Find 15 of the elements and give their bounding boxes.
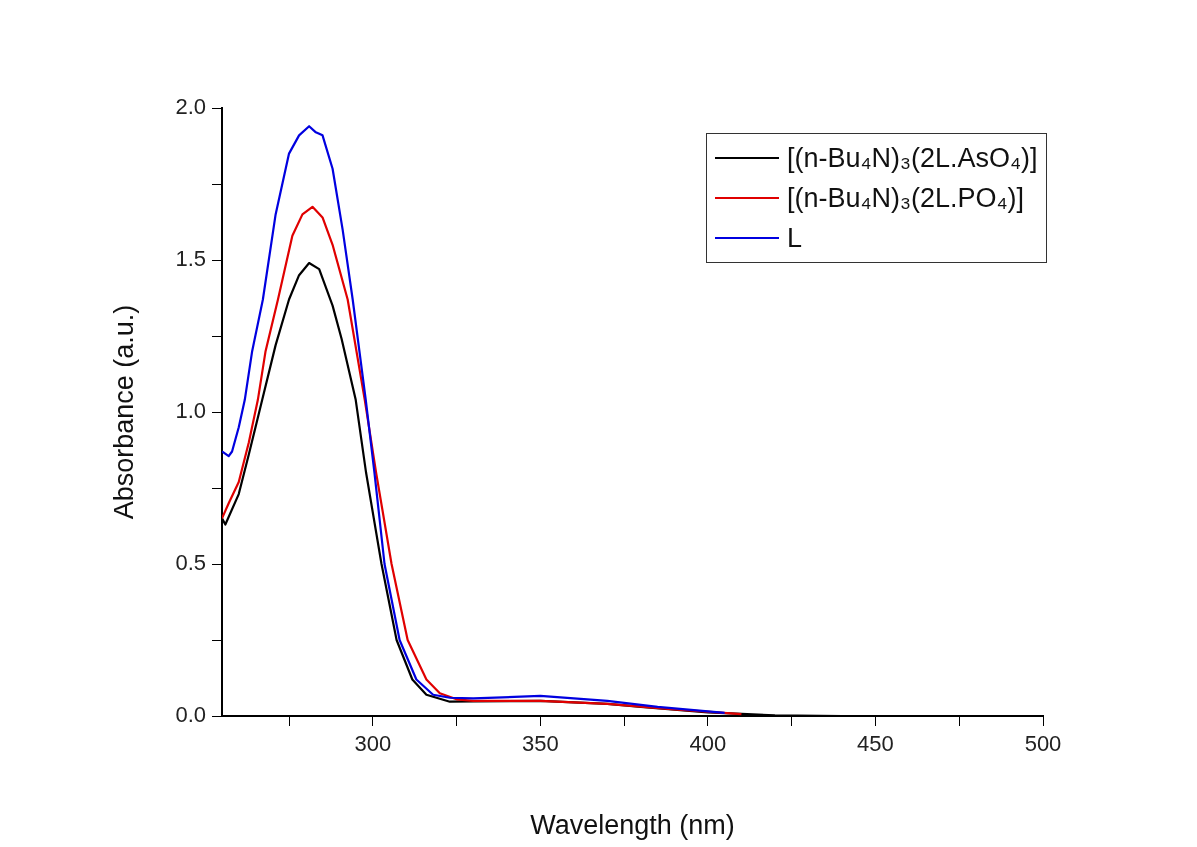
y-tick-label: 1.5	[175, 246, 206, 272]
y-tick-label: 2.0	[175, 94, 206, 120]
x-tick-label: 500	[1024, 731, 1062, 757]
legend-label: [(n-Bu₄N)₃(2L.PO₄)]	[787, 182, 1025, 214]
legend-label: L	[787, 222, 803, 254]
x-tick-label: 300	[354, 731, 392, 757]
legend-label: [(n-Bu₄N)₃(2L.AsO₄)]	[787, 142, 1038, 174]
y-tick-label: 0.0	[175, 702, 206, 728]
x-tick-label: 450	[857, 731, 894, 757]
y-tick-label: 1.0	[175, 398, 206, 424]
x-axis-title: Wavelength (nm)	[530, 810, 735, 841]
y-axis-title: Absorbance (a.u.)	[108, 304, 139, 520]
x-tick-label: 350	[521, 731, 559, 757]
y-tick-label: 0.5	[175, 550, 206, 576]
x-tick-label: 400	[689, 731, 727, 757]
